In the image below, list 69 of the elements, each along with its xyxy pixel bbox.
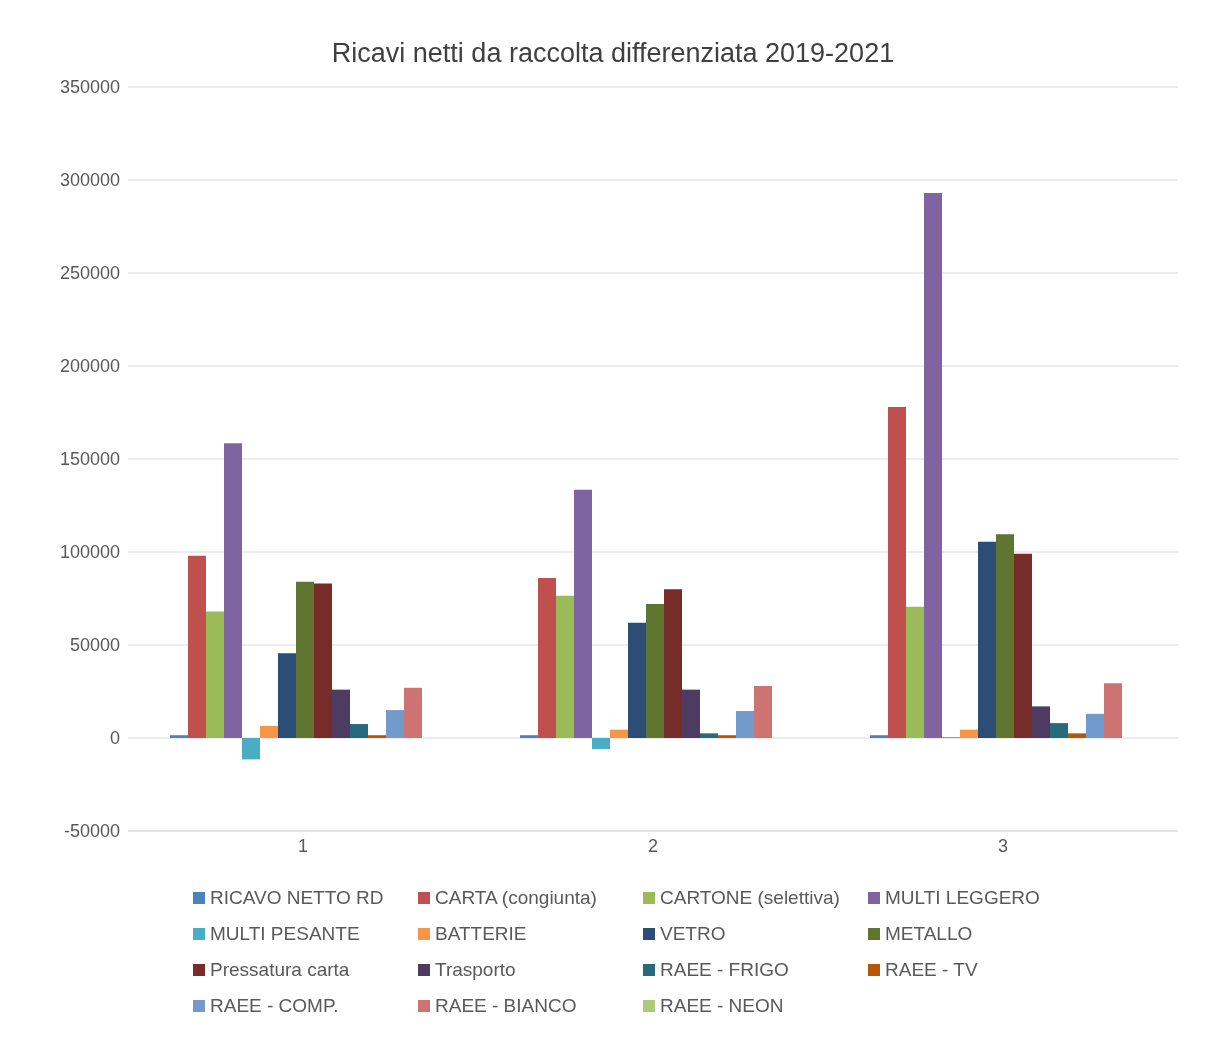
bar	[1014, 553, 1032, 738]
bar	[978, 541, 996, 738]
bar	[592, 738, 610, 750]
y-tick-label: 200000	[59, 356, 120, 377]
bar	[664, 589, 682, 738]
y-tick-label: 250000	[59, 263, 120, 284]
bar	[574, 489, 592, 738]
legend-label: MULTI PESANTE	[210, 923, 360, 945]
x-tick-label: 3	[997, 835, 1009, 856]
bar	[520, 735, 538, 738]
bar	[718, 735, 736, 738]
bar	[260, 725, 278, 738]
y-tick-label: -50000	[63, 821, 120, 842]
bar	[350, 724, 368, 738]
bar	[538, 578, 556, 738]
legend-label: MULTI LEGGERO	[885, 887, 1040, 909]
bar	[754, 685, 772, 738]
legend-label: METALLO	[885, 923, 973, 945]
x-tick-label: 2	[647, 835, 659, 856]
y-tick-label: 50000	[69, 635, 120, 656]
bar	[368, 735, 386, 738]
legend-label: RICAVO NETTO RD	[210, 887, 384, 909]
y-tick-label: 350000	[59, 77, 120, 98]
y-tick-label: 150000	[59, 449, 120, 470]
bar	[888, 406, 906, 738]
bar	[404, 687, 422, 738]
bar	[1104, 683, 1122, 738]
bar	[736, 711, 754, 738]
bar	[242, 738, 260, 760]
y-tick-label: 300000	[59, 170, 120, 191]
legend-label: BATTERIE	[435, 923, 527, 945]
chart-title: Ricavi netti da raccolta differenziata 2019-2021	[330, 37, 896, 70]
legend-label: Trasporto	[435, 959, 516, 981]
legend-label: RAEE - BIANCO	[435, 995, 577, 1017]
bar	[332, 689, 350, 738]
bar	[960, 729, 978, 738]
bar	[646, 604, 664, 738]
bar	[556, 595, 574, 738]
bar	[386, 710, 404, 738]
bar	[188, 555, 206, 738]
bar	[278, 653, 296, 738]
bar	[906, 606, 924, 738]
bar	[628, 622, 646, 738]
legend-label: VETRO	[660, 923, 726, 945]
legend-label: RAEE - COMP.	[210, 995, 339, 1017]
bar	[610, 729, 628, 738]
bar	[314, 583, 332, 738]
bar	[700, 733, 718, 738]
bar	[924, 193, 942, 738]
bar	[296, 581, 314, 738]
bar	[1032, 706, 1050, 738]
bar	[1050, 723, 1068, 738]
x-tick-label: 1	[297, 835, 309, 856]
bar	[224, 443, 242, 738]
y-tick-label: 0	[109, 728, 120, 749]
legend-label: RAEE - FRIGO	[660, 959, 789, 981]
bar	[870, 735, 888, 738]
legend-label: RAEE - TV	[885, 959, 978, 981]
bar	[170, 735, 188, 738]
bar	[1068, 733, 1086, 738]
bar	[682, 689, 700, 738]
legend-label: CARTA (congiunta)	[435, 887, 597, 909]
bar	[996, 534, 1014, 738]
legend-label: CARTONE (selettiva)	[660, 887, 840, 909]
bar	[206, 611, 224, 738]
legend-label: Pressatura carta	[210, 959, 350, 981]
bar	[1086, 713, 1104, 738]
y-tick-label: 100000	[59, 542, 120, 563]
legend-label: RAEE - NEON	[660, 995, 784, 1017]
